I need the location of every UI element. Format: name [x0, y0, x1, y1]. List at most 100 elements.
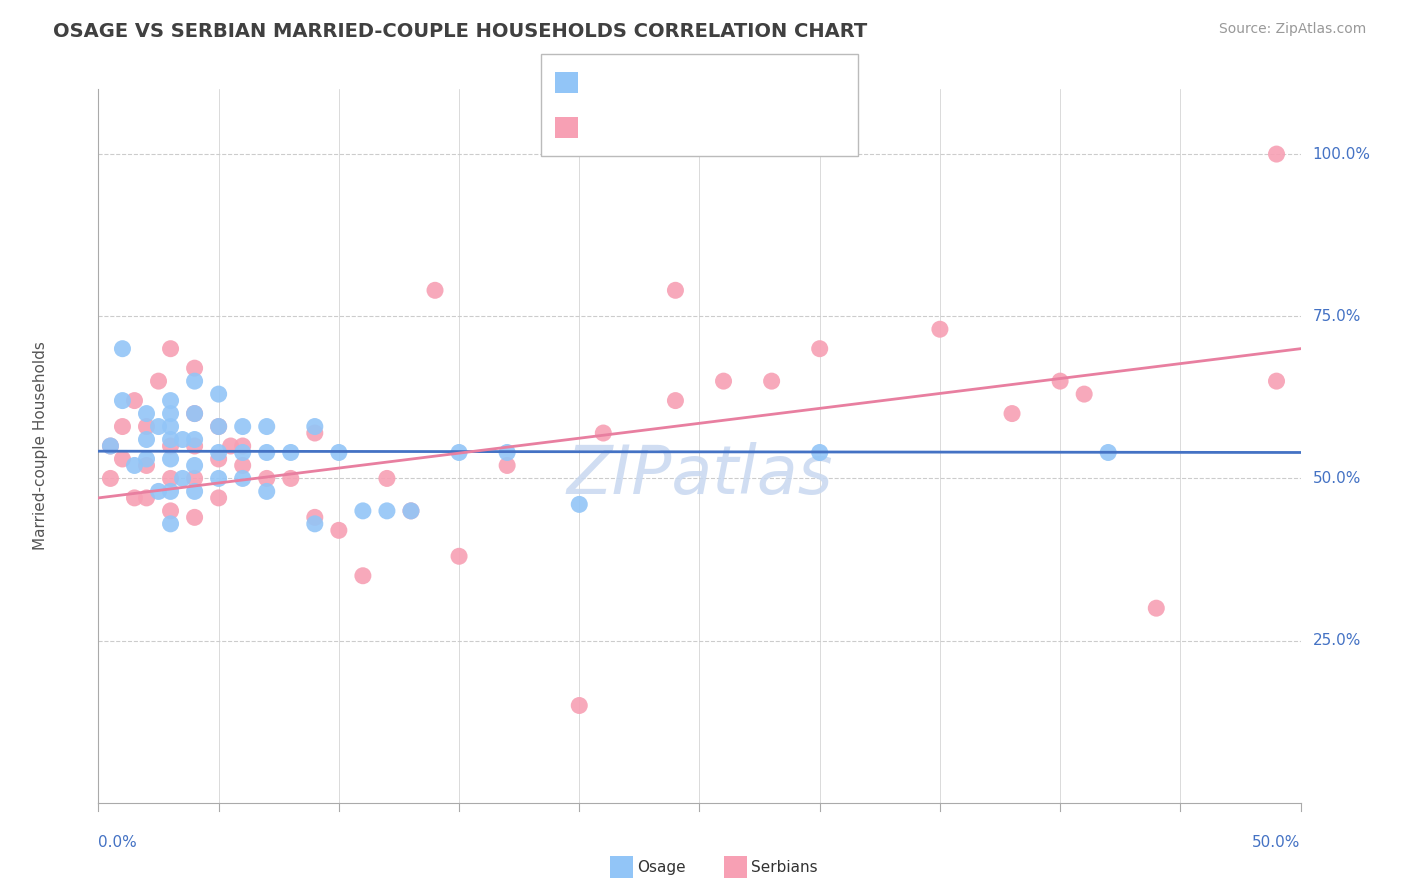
- Text: N =: N =: [703, 119, 734, 136]
- Point: [148, 419, 170, 434]
- Point: [183, 439, 205, 453]
- Point: [208, 452, 231, 467]
- Text: 75.0%: 75.0%: [1313, 309, 1361, 324]
- Point: [1265, 147, 1288, 161]
- Point: [208, 419, 231, 434]
- Point: [111, 452, 134, 467]
- Text: 50: 50: [745, 119, 768, 136]
- Point: [183, 484, 205, 499]
- Point: [399, 504, 422, 518]
- Point: [1144, 601, 1167, 615]
- Point: [135, 452, 157, 467]
- Point: [183, 433, 205, 447]
- Point: [496, 458, 519, 473]
- Point: [208, 491, 231, 505]
- Point: [159, 452, 181, 467]
- Point: [232, 419, 254, 434]
- Point: [232, 439, 254, 453]
- Point: [1049, 374, 1071, 388]
- Point: [761, 374, 783, 388]
- Point: [256, 471, 278, 485]
- Point: [592, 425, 614, 440]
- Point: [208, 387, 231, 401]
- Point: [568, 497, 591, 511]
- Point: [423, 283, 446, 297]
- Point: [100, 471, 122, 485]
- Point: [256, 419, 278, 434]
- Text: 45: 45: [745, 73, 768, 91]
- Point: [399, 504, 422, 518]
- Point: [304, 425, 326, 440]
- Point: [159, 484, 181, 499]
- Point: [135, 458, 157, 473]
- Point: [111, 342, 134, 356]
- Point: [713, 374, 735, 388]
- Point: [1073, 387, 1095, 401]
- Point: [447, 445, 470, 459]
- Point: [208, 419, 231, 434]
- Point: [808, 342, 831, 356]
- Point: [256, 484, 278, 499]
- Text: -0.008: -0.008: [626, 73, 685, 91]
- Text: Osage: Osage: [637, 860, 686, 874]
- Point: [183, 361, 205, 376]
- Point: [328, 524, 350, 538]
- Point: [159, 504, 181, 518]
- Point: [172, 471, 194, 485]
- Point: [100, 439, 122, 453]
- Point: [159, 471, 181, 485]
- Point: [124, 491, 146, 505]
- Point: [159, 419, 181, 434]
- Point: [124, 393, 146, 408]
- Point: [111, 393, 134, 408]
- Point: [183, 510, 205, 524]
- Point: [232, 471, 254, 485]
- Text: 25.0%: 25.0%: [1313, 633, 1361, 648]
- Point: [208, 471, 231, 485]
- Point: [135, 491, 157, 505]
- Point: [159, 393, 181, 408]
- Point: [280, 471, 302, 485]
- Point: [135, 419, 157, 434]
- Point: [664, 393, 686, 408]
- Point: [664, 283, 686, 297]
- Point: [1097, 445, 1119, 459]
- Point: [208, 445, 231, 459]
- Text: 100.0%: 100.0%: [1313, 146, 1371, 161]
- Point: [135, 433, 157, 447]
- Point: [111, 419, 134, 434]
- Point: [232, 458, 254, 473]
- Text: 0.259: 0.259: [626, 119, 678, 136]
- Text: R =: R =: [583, 119, 614, 136]
- Point: [159, 516, 181, 531]
- Point: [100, 439, 122, 453]
- Point: [1001, 407, 1024, 421]
- Text: R =: R =: [583, 73, 614, 91]
- Point: [172, 433, 194, 447]
- Point: [328, 445, 350, 459]
- Point: [159, 433, 181, 447]
- Point: [568, 698, 591, 713]
- Point: [183, 407, 205, 421]
- Point: [352, 568, 374, 582]
- Text: Source: ZipAtlas.com: Source: ZipAtlas.com: [1219, 22, 1367, 37]
- Point: [928, 322, 950, 336]
- Point: [256, 445, 278, 459]
- Point: [375, 504, 398, 518]
- Point: [183, 458, 205, 473]
- Point: [375, 471, 398, 485]
- Text: 50.0%: 50.0%: [1313, 471, 1361, 486]
- Point: [1265, 374, 1288, 388]
- Text: 50.0%: 50.0%: [1253, 835, 1301, 850]
- Point: [159, 342, 181, 356]
- Point: [352, 504, 374, 518]
- Point: [183, 407, 205, 421]
- Point: [135, 407, 157, 421]
- Point: [219, 439, 242, 453]
- Point: [183, 471, 205, 485]
- Point: [496, 445, 519, 459]
- Point: [159, 439, 181, 453]
- Text: ZIPatlas: ZIPatlas: [567, 442, 832, 508]
- Point: [124, 458, 146, 473]
- Point: [447, 549, 470, 564]
